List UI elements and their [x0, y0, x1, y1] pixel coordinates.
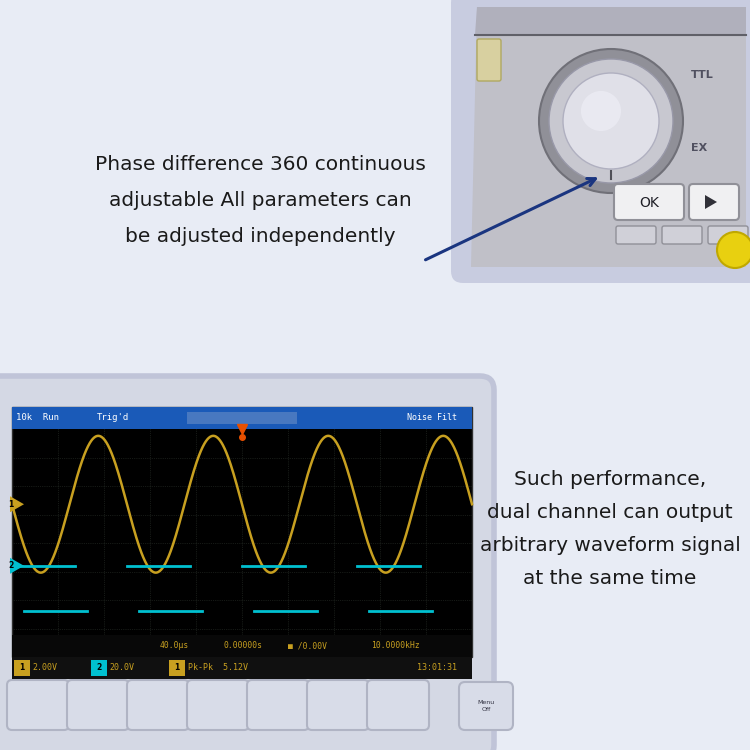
Text: 40.0μs: 40.0μs — [159, 641, 188, 650]
Text: 2.00V: 2.00V — [32, 664, 57, 673]
Text: 20.0V: 20.0V — [109, 664, 134, 673]
FancyBboxPatch shape — [7, 680, 69, 730]
FancyBboxPatch shape — [247, 680, 309, 730]
FancyBboxPatch shape — [708, 226, 748, 244]
FancyBboxPatch shape — [169, 660, 185, 676]
FancyBboxPatch shape — [187, 680, 249, 730]
Circle shape — [563, 73, 659, 169]
Text: adjustable All parameters can: adjustable All parameters can — [109, 191, 411, 210]
Text: be adjusted independently: be adjusted independently — [124, 227, 395, 246]
Text: Trig'd: Trig'd — [97, 413, 129, 422]
Text: 10k  Run: 10k Run — [16, 413, 59, 422]
FancyBboxPatch shape — [67, 680, 129, 730]
Text: 1: 1 — [174, 664, 180, 673]
Text: Menu
Off: Menu Off — [477, 700, 495, 712]
Polygon shape — [471, 7, 746, 267]
FancyBboxPatch shape — [614, 184, 684, 220]
Text: 2: 2 — [8, 561, 14, 570]
FancyBboxPatch shape — [14, 660, 30, 676]
Polygon shape — [10, 558, 24, 574]
FancyBboxPatch shape — [127, 680, 189, 730]
FancyBboxPatch shape — [91, 660, 107, 676]
FancyBboxPatch shape — [12, 407, 472, 657]
Text: Noise Filt: Noise Filt — [407, 413, 457, 422]
FancyBboxPatch shape — [307, 680, 369, 730]
Circle shape — [539, 49, 683, 193]
Text: Pk-Pk  5.12V: Pk-Pk 5.12V — [188, 664, 248, 673]
Text: ■ /0.00V: ■ /0.00V — [288, 641, 327, 650]
Polygon shape — [10, 496, 24, 512]
Text: 10.0000kHz: 10.0000kHz — [370, 641, 419, 650]
Text: 13:01:31: 13:01:31 — [417, 664, 457, 673]
Circle shape — [581, 91, 621, 131]
Text: Phase difference 360 continuous: Phase difference 360 continuous — [94, 155, 425, 174]
FancyBboxPatch shape — [367, 680, 429, 730]
FancyBboxPatch shape — [616, 226, 656, 244]
Text: at the same time: at the same time — [524, 569, 697, 588]
FancyBboxPatch shape — [187, 412, 297, 424]
Text: OK: OK — [639, 196, 659, 210]
FancyBboxPatch shape — [451, 0, 750, 283]
Polygon shape — [705, 195, 717, 209]
Text: TTL: TTL — [691, 70, 714, 80]
FancyBboxPatch shape — [0, 376, 494, 750]
FancyBboxPatch shape — [12, 407, 472, 429]
FancyBboxPatch shape — [689, 184, 739, 220]
FancyBboxPatch shape — [662, 226, 702, 244]
FancyBboxPatch shape — [12, 657, 472, 679]
FancyBboxPatch shape — [12, 635, 472, 657]
FancyBboxPatch shape — [477, 39, 501, 81]
Text: 0.00000s: 0.00000s — [224, 641, 262, 650]
Text: 1: 1 — [20, 664, 25, 673]
Circle shape — [549, 59, 673, 183]
Text: EX: EX — [691, 143, 707, 153]
FancyBboxPatch shape — [459, 682, 513, 730]
Text: 1: 1 — [8, 500, 14, 508]
Text: Such performance,: Such performance, — [514, 470, 706, 489]
Text: 2: 2 — [96, 664, 102, 673]
Circle shape — [717, 232, 750, 268]
Text: dual channel can output: dual channel can output — [488, 503, 733, 522]
Text: arbitrary waveform signal: arbitrary waveform signal — [480, 536, 740, 555]
Polygon shape — [475, 7, 746, 35]
